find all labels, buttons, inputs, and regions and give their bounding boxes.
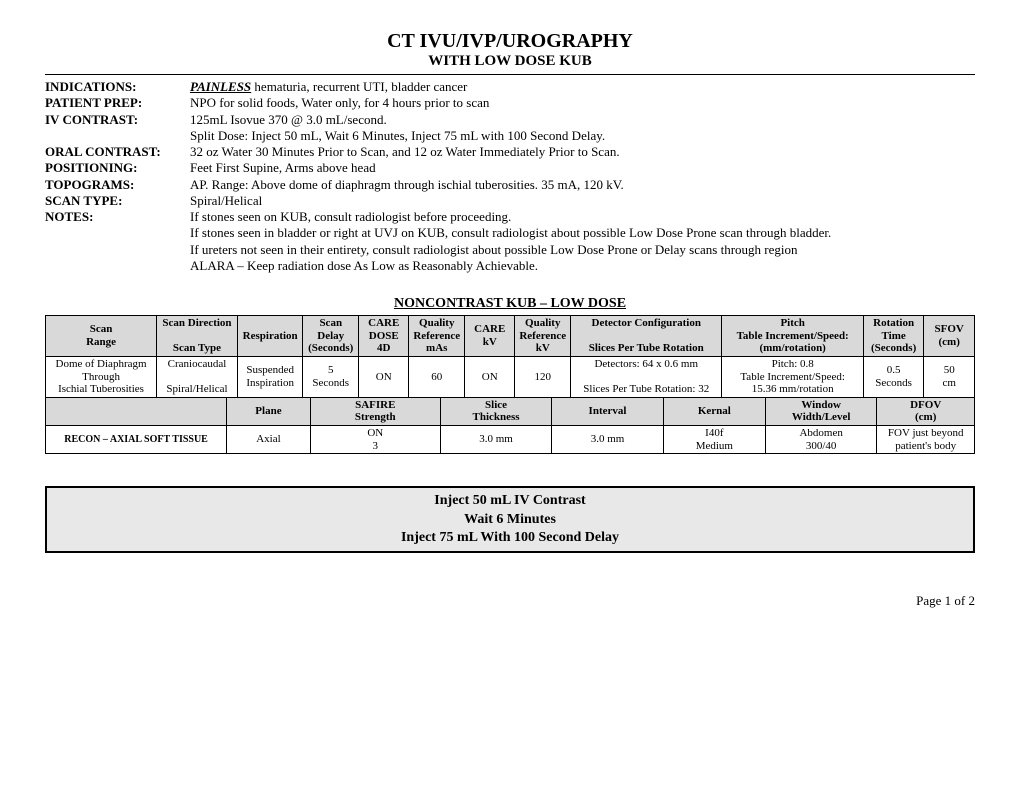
- contrast-line-2: Wait 6 Minutes: [47, 511, 973, 529]
- td-detector: Detectors: 64 x 0.6 mm Slices Per Tube R…: [571, 356, 722, 397]
- positioning-row: POSITIONING: Feet First Supine, Arms abo…: [45, 160, 975, 176]
- notes-value-2: If stones seen in bladder or right at UV…: [45, 225, 975, 241]
- notes-label: NOTES:: [45, 209, 190, 225]
- th-scan-range: Scan Range: [46, 316, 157, 357]
- td-recon-label: RECON – AXIAL SOFT TISSUE: [46, 426, 227, 454]
- th-window: Window Width/Level: [765, 397, 876, 425]
- page-footer: Page 1 of 2: [45, 593, 975, 609]
- notes-value-3: If ureters not seen in their entirety, c…: [45, 242, 975, 258]
- th-slice: Slice Thickness: [440, 397, 551, 425]
- td-respiration: Suspended Inspiration: [237, 356, 303, 397]
- td-rotation: 0.5 Seconds: [863, 356, 924, 397]
- iv-contrast-value-2: Split Dose: Inject 50 mL, Wait 6 Minutes…: [45, 128, 975, 144]
- th-rotation: Rotation Time (Seconds): [863, 316, 924, 357]
- td-scan-direction: Craniocaudal Spiral/Helical: [157, 356, 238, 397]
- th-care-kv: CARE kV: [465, 316, 515, 357]
- td-plane: Axial: [227, 426, 311, 454]
- th-dfov: DFOV (cm): [877, 397, 975, 425]
- title-block: CT IVU/IVP/UROGRAPHY WITH LOW DOSE KUB: [45, 30, 975, 70]
- contrast-line-3: Inject 75 mL With 100 Second Delay: [47, 529, 973, 547]
- td-scan-range: Dome of Diaphragm Through Ischial Tubero…: [46, 356, 157, 397]
- notes-value-1: If stones seen on KUB, consult radiologi…: [190, 209, 975, 225]
- patient-prep-row: PATIENT PREP: NPO for solid foods, Water…: [45, 95, 975, 111]
- patient-prep-label: PATIENT PREP:: [45, 95, 190, 111]
- table-header-row: Scan Range Scan Direction Scan Type Resp…: [46, 316, 975, 357]
- positioning-value: Feet First Supine, Arms above head: [190, 160, 975, 176]
- td-quality-mas: 60: [409, 356, 465, 397]
- iv-contrast-label: IV CONTRAST:: [45, 112, 190, 128]
- section-title: NONCONTRAST KUB – LOW DOSE: [45, 296, 975, 312]
- recon-header-row: Plane SAFIRE Strength Slice Thickness In…: [46, 397, 975, 425]
- th-pitch: Pitch Table Increment/Speed: (mm/rotatio…: [722, 316, 863, 357]
- th-plane: Plane: [227, 397, 311, 425]
- scan-params-table: Scan Range Scan Direction Scan Type Resp…: [45, 315, 975, 398]
- patient-prep-value: NPO for solid foods, Water only, for 4 h…: [190, 95, 975, 111]
- sub-title: WITH LOW DOSE KUB: [45, 53, 975, 70]
- td-dfov: FOV just beyond patient's body: [877, 426, 975, 454]
- td-care-dose: ON: [359, 356, 409, 397]
- td-quality-kv: 120: [515, 356, 571, 397]
- main-title: CT IVU/IVP/UROGRAPHY: [45, 30, 975, 53]
- recon-data-row: RECON – AXIAL SOFT TISSUE Axial ON 3 3.0…: [46, 426, 975, 454]
- td-care-kv: ON: [465, 356, 515, 397]
- topograms-value: AP. Range: Above dome of diaphragm throu…: [190, 177, 975, 193]
- td-pitch: Pitch: 0.8 Table Increment/Speed: 15.36 …: [722, 356, 863, 397]
- th-sfov: SFOV (cm): [924, 316, 975, 357]
- recon-table: Plane SAFIRE Strength Slice Thickness In…: [45, 397, 975, 455]
- oral-contrast-label: ORAL CONTRAST:: [45, 144, 190, 160]
- th-care-dose: CARE DOSE 4D: [359, 316, 409, 357]
- painless-text: PAINLESS: [190, 79, 251, 94]
- th-quality-kv: Quality Reference kV: [515, 316, 571, 357]
- td-kernal: I40f Medium: [663, 426, 765, 454]
- td-safire: ON 3: [310, 426, 440, 454]
- th-kernal: Kernal: [663, 397, 765, 425]
- th-interval: Interval: [552, 397, 663, 425]
- th-safire: SAFIRE Strength: [310, 397, 440, 425]
- scan-type-value: Spiral/Helical: [190, 193, 975, 209]
- th-blank: [46, 397, 227, 425]
- contrast-instruction-box: Inject 50 mL IV Contrast Wait 6 Minutes …: [45, 486, 975, 553]
- td-scan-delay: 5 Seconds: [303, 356, 359, 397]
- table-data-row: Dome of Diaphragm Through Ischial Tubero…: [46, 356, 975, 397]
- td-window: Abdomen 300/40: [765, 426, 876, 454]
- scan-type-label: SCAN TYPE:: [45, 193, 190, 209]
- oral-contrast-row: ORAL CONTRAST: 32 oz Water 30 Minutes Pr…: [45, 144, 975, 160]
- header-rule: [45, 74, 975, 75]
- notes-value-4: ALARA – Keep radiation dose As Low as Re…: [45, 258, 975, 274]
- positioning-label: POSITIONING:: [45, 160, 190, 176]
- indications-row: INDICATIONS: PAINLESS hematuria, recurre…: [45, 79, 975, 95]
- td-slice: 3.0 mm: [440, 426, 551, 454]
- th-detector: Detector Configuration Slices Per Tube R…: [571, 316, 722, 357]
- th-scan-delay: Scan Delay (Seconds): [303, 316, 359, 357]
- indications-label: INDICATIONS:: [45, 79, 190, 95]
- topograms-label: TOPOGRAMS:: [45, 177, 190, 193]
- indications-rest: hematuria, recurrent UTI, bladder cancer: [251, 79, 467, 94]
- notes-row: NOTES: If stones seen on KUB, consult ra…: [45, 209, 975, 225]
- contrast-line-1: Inject 50 mL IV Contrast: [47, 492, 973, 510]
- th-quality-mas: Quality Reference mAs: [409, 316, 465, 357]
- td-interval: 3.0 mm: [552, 426, 663, 454]
- oral-contrast-value: 32 oz Water 30 Minutes Prior to Scan, an…: [190, 144, 975, 160]
- th-scan-direction: Scan Direction Scan Type: [157, 316, 238, 357]
- scan-type-row: SCAN TYPE: Spiral/Helical: [45, 193, 975, 209]
- th-respiration: Respiration: [237, 316, 303, 357]
- indications-value: PAINLESS hematuria, recurrent UTI, bladd…: [190, 79, 975, 95]
- iv-contrast-value-1: 125mL Isovue 370 @ 3.0 mL/second.: [190, 112, 975, 128]
- td-sfov: 50 cm: [924, 356, 975, 397]
- topograms-row: TOPOGRAMS: AP. Range: Above dome of diap…: [45, 177, 975, 193]
- iv-contrast-row: IV CONTRAST: 125mL Isovue 370 @ 3.0 mL/s…: [45, 112, 975, 128]
